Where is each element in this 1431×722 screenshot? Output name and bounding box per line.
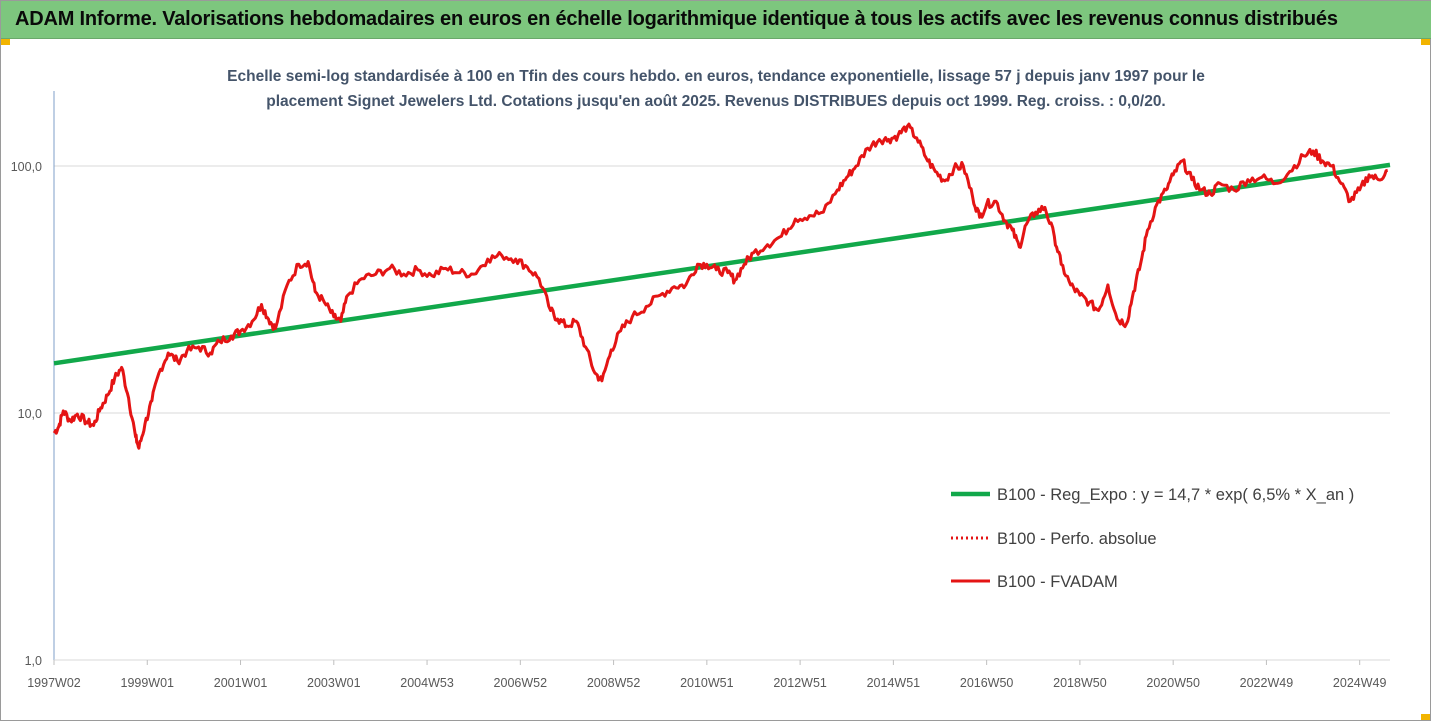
series-regression-line [54, 165, 1390, 363]
x-tick-label: 1997W02 [27, 676, 81, 690]
x-tick-label: 2016W50 [960, 676, 1014, 690]
y-tick-label: 100,0 [11, 160, 42, 174]
chart-title-line: placement Signet Jewelers Ltd. Cotations… [266, 93, 1166, 110]
x-tick-label: 2024W49 [1333, 676, 1387, 690]
legend-label: B100 - Perfo. absolue [997, 530, 1157, 548]
x-tick-label: 2014W51 [867, 676, 921, 690]
y-tick-label: 1,0 [25, 654, 42, 668]
y-tick-label: 10,0 [18, 407, 42, 421]
legend-label: B100 - Reg_Expo : y = 14,7 * exp( 6,5% *… [997, 486, 1354, 504]
x-tick-label: 1999W01 [121, 676, 175, 690]
header-bar: ADAM Informe. Valorisations hebdomadaire… [1, 1, 1431, 39]
chart-title-line: Echelle semi-log standardisée à 100 en T… [227, 68, 1205, 85]
x-tick-label: 2004W53 [400, 676, 454, 690]
legend-label: B100 - FVADAM [997, 573, 1118, 591]
x-tick-label: 2020W50 [1146, 676, 1200, 690]
x-tick-label: 2010W51 [680, 676, 734, 690]
x-tick-label: 2012W51 [773, 676, 827, 690]
page-title: ADAM Informe. Valorisations hebdomadaire… [15, 8, 1338, 31]
x-tick-label: 2006W52 [494, 676, 548, 690]
x-tick-label: 2018W50 [1053, 676, 1107, 690]
x-tick-label: 2008W52 [587, 676, 641, 690]
x-tick-label: 2022W49 [1240, 676, 1294, 690]
x-tick-label: 2001W01 [214, 676, 268, 690]
series-fvadam-line [54, 124, 1388, 448]
chart-area: Echelle semi-log standardisée à 100 en T… [1, 39, 1431, 722]
x-tick-label: 2003W01 [307, 676, 361, 690]
